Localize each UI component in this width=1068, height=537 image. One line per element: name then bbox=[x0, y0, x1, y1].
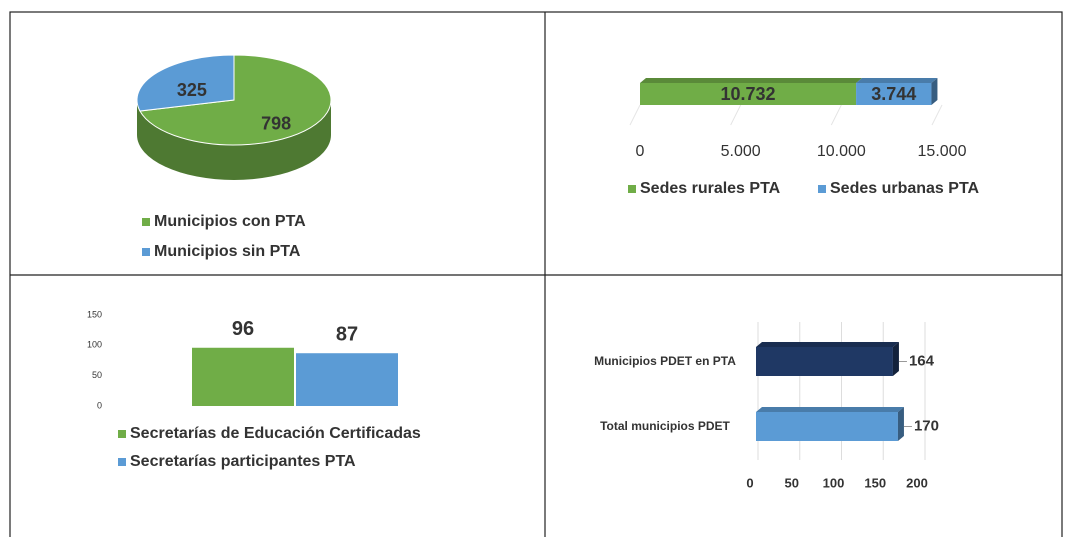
tick-line bbox=[730, 104, 742, 126]
legend-label: Secretarías participantes PTA bbox=[130, 453, 356, 470]
legend-label: Secretarías de Educación Certificadas bbox=[130, 425, 421, 442]
bar-side bbox=[897, 407, 904, 441]
x-tick-label: 0 bbox=[746, 475, 753, 490]
legend-label: Sedes rurales PTA bbox=[640, 180, 781, 197]
bar-segment bbox=[856, 83, 932, 105]
x-tick-label: 100 bbox=[823, 475, 845, 490]
data-label: 10.732 bbox=[721, 84, 776, 104]
bar-side bbox=[892, 342, 899, 376]
bar-top bbox=[756, 342, 899, 347]
y-tick-label: Municipios PDET en PTA bbox=[594, 354, 736, 368]
legend-label: Municipios sin PTA bbox=[154, 243, 301, 260]
data-label: 96 bbox=[232, 318, 254, 340]
y-tick-label: Total municipios PDET bbox=[600, 419, 730, 433]
x-tick-label: 50 bbox=[785, 475, 799, 490]
y-tick-label: 100 bbox=[87, 340, 102, 350]
legend-swatch bbox=[628, 185, 636, 193]
bar bbox=[296, 353, 398, 406]
bar-side bbox=[931, 78, 938, 105]
data-label: 3.744 bbox=[871, 84, 916, 104]
table-border bbox=[9, 11, 1063, 537]
tick-line bbox=[629, 104, 641, 126]
x-tick-label: 5.000 bbox=[721, 143, 761, 160]
legend-swatch bbox=[818, 185, 826, 193]
tick-line bbox=[931, 104, 943, 126]
legend-label: Municipios con PTA bbox=[154, 213, 306, 230]
y-tick-label: 0 bbox=[97, 400, 102, 410]
x-tick-label: 150 bbox=[864, 475, 886, 490]
legend-swatch bbox=[142, 218, 150, 226]
bar-top bbox=[856, 78, 938, 83]
x-tick-label: 0 bbox=[636, 143, 645, 160]
data-label: 798 bbox=[261, 113, 291, 133]
x-tick-label: 10.000 bbox=[817, 143, 866, 160]
bar-segment bbox=[640, 83, 857, 105]
data-label: 170 bbox=[914, 417, 939, 434]
legend-label: Sedes urbanas PTA bbox=[830, 180, 980, 197]
pie-slice bbox=[139, 54, 332, 146]
y-tick-label: 50 bbox=[92, 370, 102, 380]
bar bbox=[756, 412, 898, 441]
data-label: 325 bbox=[177, 80, 207, 100]
data-label: 87 bbox=[336, 324, 358, 346]
data-label: 164 bbox=[909, 352, 935, 369]
x-tick-label: 15.000 bbox=[918, 143, 967, 160]
y-tick-label: 150 bbox=[87, 309, 102, 319]
bar bbox=[192, 347, 294, 406]
pie-slice bbox=[136, 54, 235, 112]
legend-swatch bbox=[142, 248, 150, 256]
legend-swatch bbox=[118, 458, 126, 466]
bar-top bbox=[756, 407, 904, 412]
legend-swatch bbox=[118, 430, 126, 438]
tick-line bbox=[830, 104, 842, 126]
bar-top bbox=[640, 78, 863, 83]
x-tick-label: 200 bbox=[906, 475, 928, 490]
bar bbox=[756, 347, 893, 376]
